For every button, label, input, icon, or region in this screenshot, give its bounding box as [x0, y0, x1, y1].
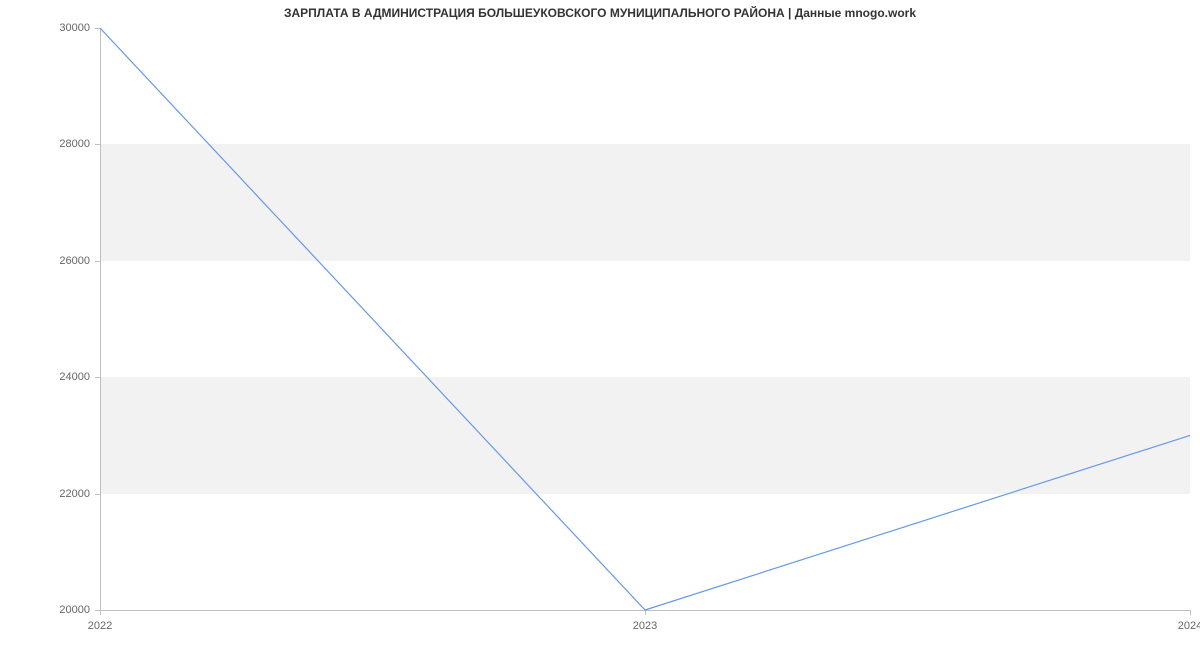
plot-area: 2000022000240002600028000300002022202320…	[100, 28, 1190, 610]
x-tick-mark	[645, 610, 646, 615]
x-tick-label: 2023	[633, 620, 657, 632]
y-tick-label: 28000	[45, 138, 90, 150]
y-tick-label: 22000	[45, 488, 90, 500]
series-svg	[100, 28, 1190, 610]
x-tick-label: 2022	[88, 620, 112, 632]
x-tick-mark	[1190, 610, 1191, 615]
x-tick-label: 2024	[1178, 620, 1200, 632]
x-tick-mark	[100, 610, 101, 615]
y-tick-label: 24000	[45, 371, 90, 383]
series-line-salary	[100, 28, 1190, 610]
y-tick-label: 30000	[45, 22, 90, 34]
y-tick-label: 26000	[45, 255, 90, 267]
chart-title: ЗАРПЛАТА В АДМИНИСТРАЦИЯ БОЛЬШЕУКОВСКОГО…	[0, 6, 1200, 20]
salary-chart: ЗАРПЛАТА В АДМИНИСТРАЦИЯ БОЛЬШЕУКОВСКОГО…	[0, 0, 1200, 650]
y-tick-label: 20000	[45, 604, 90, 616]
